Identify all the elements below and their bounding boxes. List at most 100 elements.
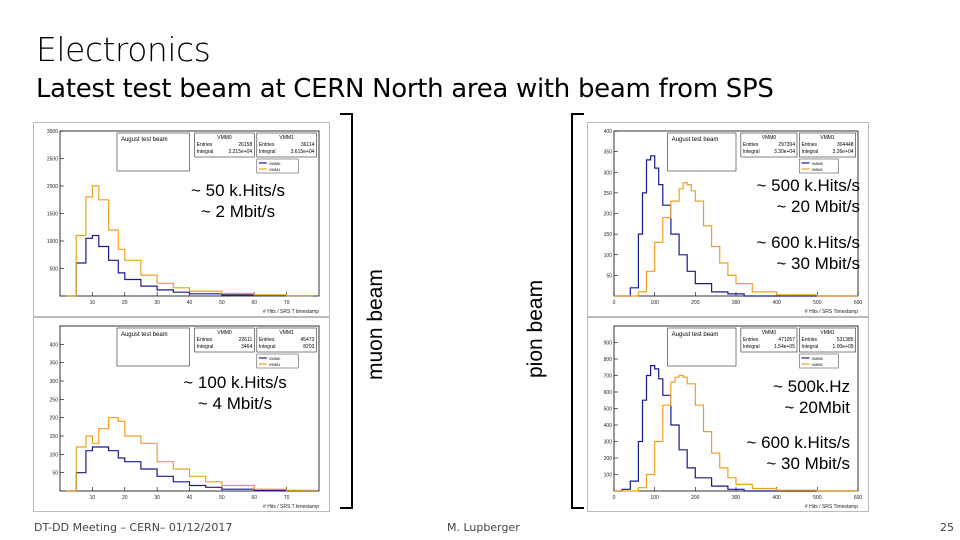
y-tick-label: 3000	[47, 129, 58, 135]
panel-title: August test beam	[672, 332, 719, 338]
stats-name: VMM1	[279, 330, 294, 336]
annotation-muon-1: ~ 50 k.Hits/s ~ 2 Mbit/s	[168, 180, 308, 222]
annotation-pion-1a: ~ 500 k.Hits/s ~ 20 Mbit/s	[720, 175, 860, 217]
y-tick-label: 100	[604, 473, 613, 479]
stats-integral-value: 3464	[241, 344, 252, 350]
stats-entries-label: Entries	[259, 337, 275, 343]
y-tick-label: 400	[50, 342, 59, 348]
legend-label: VMM0	[269, 356, 281, 361]
bracket-muon	[340, 113, 353, 509]
stats-name: VMM0	[762, 330, 777, 336]
stats-entries-value: 304448	[837, 142, 854, 148]
stats-box	[194, 327, 255, 353]
x-tick-label: 300	[732, 495, 741, 501]
stats-integral-value: 3.26e+04	[833, 149, 854, 155]
y-tick-label: 200	[50, 416, 59, 422]
plot-muon-2: 50 100 150 200 250 300 350 400 10 20 30 40 50 60 70 # H…	[33, 317, 330, 512]
stats-integral-value: 1.00e+05	[833, 344, 854, 350]
x-tick-label: 100	[650, 300, 659, 306]
annotation-pion-1b: ~ 600 k.Hits/s ~ 30 Mbit/s	[720, 232, 860, 274]
series-vmm0-line	[614, 155, 858, 297]
x-tick-label: 200	[691, 495, 700, 501]
y-tick-label: 600	[604, 390, 613, 396]
panel-title: August test beam	[121, 332, 168, 338]
legend-label: VMM0	[269, 161, 281, 166]
x-axis-label: # Hits / SRS Timestamp	[805, 504, 858, 510]
plot-pion-1-svg: 50 100 150 200 250 300 350 400 0 100 200 300 400 500 6…	[604, 129, 863, 315]
x-tick-label: 100	[650, 495, 659, 501]
y-tick-label: 150	[50, 434, 59, 440]
plot-muon-2-svg: 50 100 150 200 250 300 350 400 10 20 30 40 50 60 70 # H…	[50, 325, 320, 510]
x-tick-label: 70	[284, 495, 290, 501]
panel-title: August test beam	[672, 137, 719, 143]
stats-name: VMM0	[217, 330, 232, 336]
annotation-line: ~ 20 Mbit/s	[776, 197, 860, 216]
y-tick-label: 250	[604, 191, 613, 197]
plot-pion-2: 100 200 300 400 500 600 700 800 900 0 100 200 300 400…	[587, 317, 869, 512]
x-tick-label: 300	[732, 300, 741, 306]
footer-author: M. Lupberger	[447, 521, 520, 534]
x-tick-label: 10	[90, 300, 96, 306]
muon-beam-label: muon beam	[364, 269, 387, 380]
annotation-muon-2: ~ 100 k.Hits/s ~ 4 Mbit/s	[160, 372, 310, 414]
x-tick-label: 400	[772, 495, 781, 501]
annotation-line: ~ 30 Mbit/s	[776, 254, 860, 273]
series-vmm1-line	[66, 417, 314, 492]
y-tick-label: 1000	[47, 239, 58, 245]
stats-entries-value: 22611	[239, 337, 253, 343]
legend-label: VMM1	[269, 362, 281, 367]
stats-box	[194, 132, 255, 158]
stats-entries-label: Entries	[743, 142, 759, 148]
plot-pion-1: 50 100 150 200 250 300 350 400 0 100 200 300 400 500 6…	[587, 122, 869, 317]
x-tick-label: 10	[90, 495, 96, 501]
annotation-line: ~ 20Mbit	[784, 398, 850, 417]
y-tick-label: 350	[604, 150, 613, 156]
stats-integral-value: 1.54e+05	[774, 344, 795, 350]
x-tick-label: 40	[187, 300, 193, 306]
legend-label: VMM1	[269, 167, 281, 172]
annotation-line: ~ 600 k.Hits/s	[756, 233, 860, 252]
stats-integral-label: Integral	[801, 344, 818, 350]
annotation-line: ~ 500k.Hz	[772, 377, 850, 396]
slide-title: Electronics	[36, 30, 211, 69]
stats-entries-value: 45473	[301, 337, 315, 343]
stats-name: VMM1	[820, 330, 835, 336]
x-tick-label: 30	[154, 300, 160, 306]
info-box	[116, 327, 190, 367]
page-number: 25	[940, 521, 954, 534]
y-tick-label: 300	[604, 440, 613, 446]
x-tick-label: 500	[813, 495, 822, 501]
panel-title: August test beam	[121, 137, 168, 143]
info-box	[116, 132, 190, 172]
y-tick-label: 500	[50, 267, 59, 273]
stats-integral-label: Integral	[197, 344, 214, 350]
y-tick-label: 1500	[47, 212, 58, 218]
x-tick-label: 400	[772, 300, 781, 306]
x-axis-label: # Hits / SRS T timestamp	[263, 309, 319, 315]
x-tick-label: 500	[813, 300, 822, 306]
plot-pion-2-svg: 100 200 300 400 500 600 700 800 900 0 100 200 300 400…	[604, 325, 862, 510]
y-tick-label: 150	[604, 232, 613, 238]
stats-entries-value: 297394	[778, 142, 795, 148]
y-tick-label: 500	[604, 407, 613, 413]
x-tick-label: 200	[691, 300, 700, 306]
x-tick-label: 50	[219, 300, 225, 306]
stats-integral-label: Integral	[801, 149, 818, 155]
stats-box	[799, 132, 856, 158]
x-tick-label: 20	[122, 300, 128, 306]
stats-integral-label: Integral	[743, 344, 760, 350]
stats-integral-label: Integral	[259, 149, 276, 155]
stats-box	[799, 327, 856, 353]
y-tick-label: 300	[50, 379, 59, 385]
legend-label: VMM0	[811, 161, 823, 166]
stats-entries-label: Entries	[743, 337, 759, 343]
stats-entries-value: 471057	[778, 337, 795, 343]
legend-label: VMM1	[811, 167, 823, 172]
plot-muon-1: 500 1000 1500 2000 2500 3000 10 20 30 40 50 60 70 # H…	[33, 122, 330, 317]
stats-box	[256, 327, 317, 353]
stats-integral-value: 8203	[303, 344, 314, 350]
y-tick-label: 100	[604, 253, 613, 259]
pion-beam-label: pion beam	[524, 279, 547, 378]
legend-label: VMM1	[811, 362, 823, 367]
annotation-line: ~ 2 Mbit/s	[200, 202, 276, 221]
